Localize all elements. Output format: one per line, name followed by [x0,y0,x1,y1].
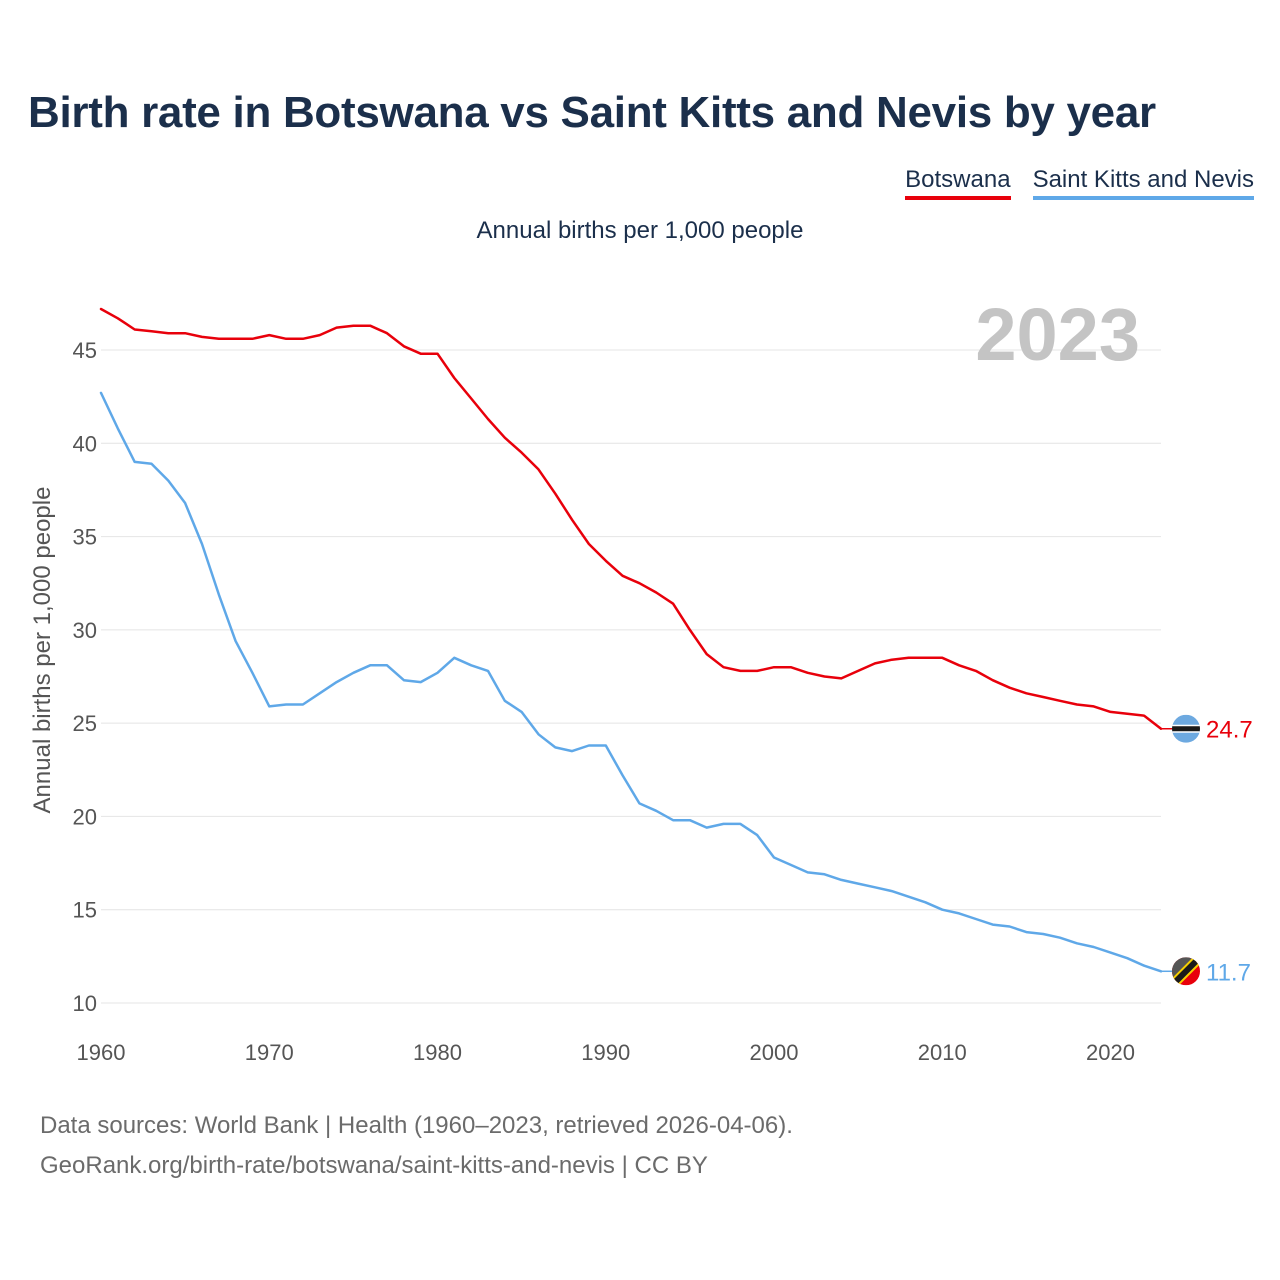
flag-marker-botswana [1172,714,1200,743]
y-axis-label: Annual births per 1,000 people [29,487,56,814]
x-tick-label-2000: 2000 [750,1040,799,1065]
x-tick-label-2010: 2010 [918,1040,967,1065]
y-tick-label-40: 40 [73,431,97,456]
x-tick-label-1970: 1970 [245,1040,294,1065]
legend: Botswana Saint Kitts and Nevis [905,166,1254,200]
x-tick-label-1960: 1960 [77,1040,126,1065]
y-tick-label-45: 45 [73,338,97,363]
x-tick-label-1980: 1980 [413,1040,462,1065]
series-line-botswana [99,307,1163,730]
chart-subtitle: Annual births per 1,000 people [476,217,804,244]
y-tick-label-30: 30 [73,618,97,643]
flag-marker-saint-kitts-and-nevis [1172,957,1200,986]
footer-sources: Data sources: World Bank | Health (1960–… [40,1112,793,1139]
footer-attribution[interactable]: GeoRank.org/birth-rate/botswana/saint-ki… [40,1152,708,1179]
x-tick-label-1990: 1990 [581,1040,630,1065]
legend-item-botswana[interactable]: Botswana [905,166,1011,200]
end-label-botswana: 24.7 [1206,717,1253,744]
chart-title: Birth rate in Botswana vs Saint Kitts an… [28,88,1156,137]
year-watermark: 2023 [975,293,1140,376]
y-tick-label-25: 25 [73,711,97,736]
legend-item-saint-kitts-and-nevis[interactable]: Saint Kitts and Nevis [1032,166,1254,200]
footer: Data sources: World Bank | Health (1960–… [40,1106,793,1186]
y-tick-label-10: 10 [73,991,97,1016]
y-tick-label-15: 15 [73,898,97,923]
y-tick-label-20: 20 [73,804,97,829]
x-tick-label-2020: 2020 [1086,1040,1135,1065]
y-tick-label-35: 35 [73,525,97,550]
series-line-saint-kitts-and-nevis [99,391,1163,973]
end-label-saint-kitts-and-nevis: 11.7 [1206,959,1251,986]
